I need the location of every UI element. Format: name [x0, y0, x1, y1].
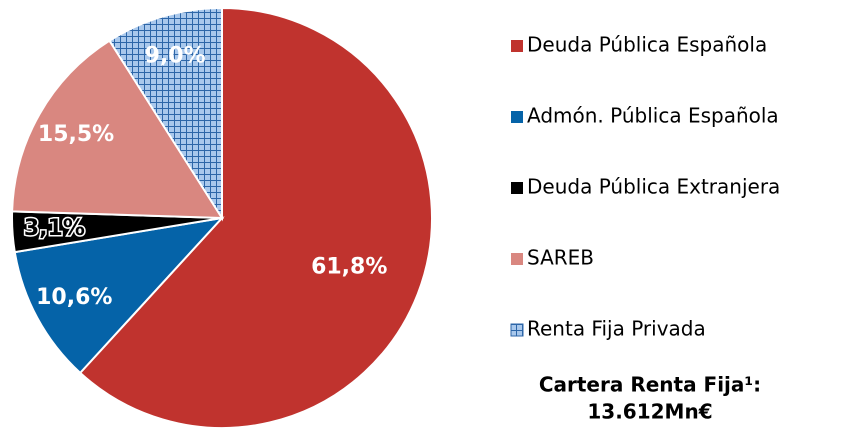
pie-slice — [13, 216, 225, 375]
data-label: 9,0% — [145, 44, 206, 69]
legend-swatch — [510, 323, 524, 337]
data-label: 3,1% — [24, 216, 85, 241]
data-label: 61,8% — [311, 254, 387, 279]
legend-swatch — [511, 40, 523, 52]
pie-slice — [108, 6, 223, 222]
data-label: 10,6% — [36, 285, 112, 310]
pie-slice — [78, 6, 433, 428]
legend-label: Renta Fija Privada — [527, 317, 706, 341]
legend-label: Admón. Pública Española — [527, 104, 779, 128]
note: Cartera Renta Fija¹: — [539, 373, 761, 397]
data-label: 15,5% — [38, 122, 114, 147]
legend-swatch — [511, 182, 523, 194]
legend-label: Deuda Pública Española — [527, 33, 767, 57]
note: 13.612Mn€ — [587, 400, 712, 424]
legend-label: Deuda Pública Extranjera — [527, 175, 780, 199]
legend-swatch — [511, 111, 523, 123]
legend-label: SAREB — [527, 246, 594, 270]
legend-swatch — [511, 253, 523, 265]
pie-slice — [11, 39, 224, 220]
